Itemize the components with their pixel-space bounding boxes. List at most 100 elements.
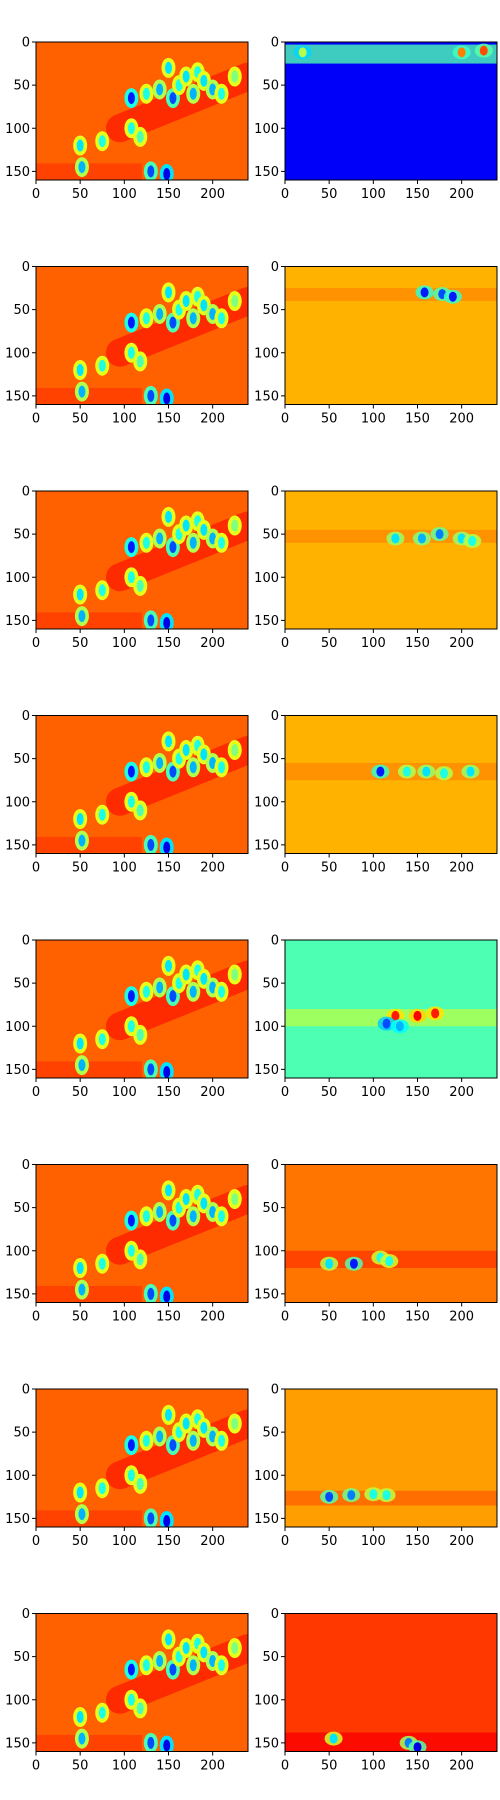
heatmap-spot (156, 756, 164, 769)
x-tick-label: 150 (156, 1759, 181, 1774)
heatmap-image (36, 266, 248, 405)
heatmap-spot (209, 1654, 217, 1667)
y-tick-label: 150 (254, 838, 279, 853)
y-tick-label: 100 (5, 795, 30, 810)
y-tick-label: 100 (5, 1693, 30, 1708)
x-tick-label: 200 (449, 1759, 474, 1774)
heatmap-spot (147, 614, 155, 627)
heatmap-spot (209, 981, 217, 994)
heatmap-spot (136, 579, 144, 592)
x-tick-label: 100 (361, 187, 386, 202)
x-tick-label: 200 (449, 1085, 474, 1100)
heatmap-image (285, 491, 497, 629)
heatmap-feature (422, 766, 431, 777)
x-tick-label: 100 (361, 1310, 386, 1325)
heatmap-spot (147, 1512, 155, 1525)
heatmap-spot (127, 571, 135, 584)
panel-r6-c2: 0 50 100 150 200 0 50 100 150 (254, 1158, 498, 1325)
x-tick-label: 0 (281, 1759, 289, 1774)
panel-r2-c2: 0 50 100 150 200 0 50 100 150 (254, 260, 498, 427)
x-tick-label: 50 (72, 1085, 89, 1100)
x-tick-label: 100 (112, 412, 137, 427)
x-tick-label: 200 (200, 636, 225, 651)
x-tick-label: 0 (281, 1085, 289, 1100)
y-tick-label: 100 (5, 346, 30, 361)
axes-frame (35, 1164, 249, 1303)
heatmap-spot (98, 359, 106, 372)
heatmap-spot (218, 1659, 225, 1672)
y-tick-label: 0 (22, 485, 30, 500)
heatmap-image (285, 1613, 497, 1752)
heatmap-spot (127, 1214, 135, 1227)
heatmap-spot (165, 61, 172, 74)
x-tick-label: 150 (405, 861, 430, 876)
heatmap-feature (382, 1018, 391, 1029)
heatmap-spot (142, 87, 150, 100)
x-tick-label: 200 (200, 1759, 225, 1774)
heatmap-spot (189, 87, 197, 100)
y-tick-label: 150 (5, 1736, 30, 1751)
y-tick-label: 50 (13, 977, 30, 992)
heatmap-band (105, 1634, 248, 1714)
x-tick-label: 200 (200, 187, 225, 202)
y-tick-label: 150 (5, 165, 30, 180)
heatmap-spot (209, 1205, 217, 1218)
heatmap-spot (169, 1663, 177, 1676)
y-tick-label: 150 (254, 165, 279, 180)
x-tick-label: 0 (281, 861, 289, 876)
heatmap-spot (127, 795, 135, 808)
heatmap-spot (189, 985, 197, 998)
heatmap-spot (78, 161, 86, 174)
heatmap-spot (78, 385, 86, 398)
heatmap-feature (382, 1490, 391, 1501)
heatmap-spot (136, 1253, 144, 1266)
y-tick-label: 50 (262, 303, 279, 318)
heatmap-background (285, 266, 497, 405)
heatmap-spot (169, 765, 177, 778)
heatmap-spot (76, 364, 84, 376)
heatmap-spot (147, 838, 155, 851)
heatmap-spot (127, 1244, 135, 1257)
heatmap-spot (163, 1065, 171, 1078)
panel-r8-c1: 0 50 100 150 200 0 50 100 150 (5, 1607, 249, 1774)
x-tick-label: 100 (112, 861, 137, 876)
heatmap-image (285, 1389, 497, 1527)
y-tick-label: 50 (262, 1201, 279, 1216)
x-tick-label: 200 (449, 187, 474, 202)
y-tick-label: 150 (5, 1287, 30, 1302)
heatmap-spot (209, 83, 217, 96)
x-tick-label: 100 (112, 1310, 137, 1325)
axes-frame (284, 266, 498, 405)
y-tick-label: 50 (13, 79, 30, 94)
x-tick-label: 100 (361, 412, 386, 427)
heatmap-spot (182, 295, 190, 307)
heatmap-band (105, 960, 248, 1041)
heatmap-band (285, 288, 497, 301)
heatmap-feature (457, 47, 466, 58)
heatmap-band (285, 1732, 497, 1752)
axes-frame (284, 939, 498, 1079)
heatmap-spot (127, 122, 135, 135)
heatmap-spot (231, 519, 239, 532)
heatmap-spot (156, 981, 164, 994)
heatmap-spot (200, 1646, 208, 1659)
heatmap-feature (395, 1021, 404, 1032)
heatmap-feature (435, 529, 444, 540)
heatmap-feature (385, 1256, 394, 1267)
panel-r8-c2: 0 50 100 150 200 0 50 100 150 (254, 1607, 498, 1774)
heatmap-spot (156, 1205, 164, 1218)
y-tick-label: 0 (22, 1607, 30, 1622)
heatmap-image (36, 1613, 248, 1752)
x-tick-label: 100 (361, 1085, 386, 1100)
heatmap-spot (231, 70, 239, 83)
heatmap-background (285, 715, 497, 854)
heatmap-spot (147, 1736, 155, 1749)
y-tick-label: 150 (5, 1063, 30, 1078)
heatmap-spot (136, 1702, 144, 1715)
heatmap-spot (136, 355, 144, 368)
heatmap-spot (142, 1210, 150, 1223)
heatmap-feature (347, 1490, 356, 1501)
y-tick-label: 150 (5, 1512, 30, 1527)
heatmap-spot (136, 1477, 144, 1490)
y-tick-label: 0 (271, 1158, 279, 1173)
